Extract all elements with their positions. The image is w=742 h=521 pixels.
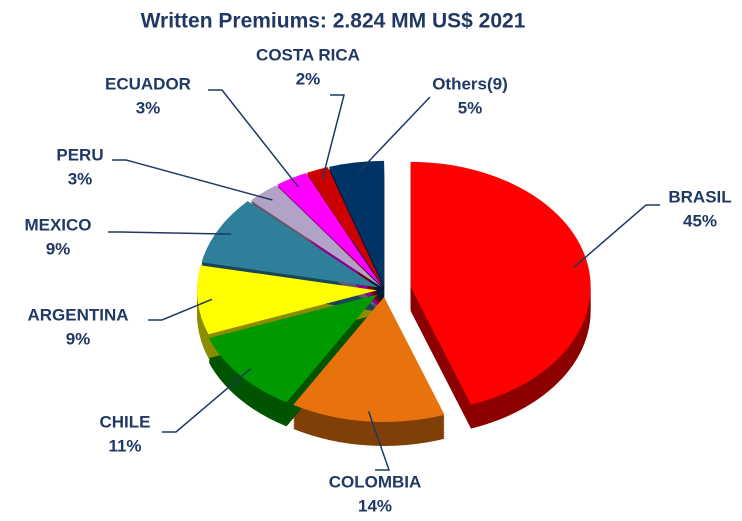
leader-line	[367, 411, 391, 471]
leader-line	[573, 204, 660, 268]
slice	[410, 161, 591, 405]
slice-label: MEXICO	[24, 215, 91, 234]
leader-line	[148, 298, 213, 321]
leader-line	[357, 96, 431, 173]
slice-value-label: 11%	[108, 436, 141, 455]
slice-value-label: 3%	[136, 98, 161, 117]
slice-label: Others(9)	[432, 74, 508, 93]
slice-value-label: 9%	[46, 239, 71, 258]
leader-line	[208, 89, 300, 188]
slice-label: BRASIL	[668, 187, 731, 206]
slice	[208, 294, 378, 403]
slice	[277, 173, 382, 287]
slice-label: COSTA RICA	[256, 45, 360, 64]
slice-value-label: 14%	[358, 496, 392, 515]
slice-value-label: 5%	[458, 98, 483, 117]
slice-value-label: 2%	[296, 69, 321, 88]
slice-value-label: 45%	[683, 211, 717, 230]
slice-label: CHILE	[100, 412, 151, 431]
slice	[197, 265, 378, 335]
leader-line	[162, 368, 252, 433]
slice-value-label: 9%	[66, 329, 91, 348]
slice	[201, 201, 378, 288]
slice-label: ECUADOR	[105, 74, 191, 93]
leader-line	[321, 94, 345, 180]
slice	[250, 185, 382, 287]
slice	[306, 167, 383, 287]
leader-line	[108, 231, 232, 235]
chart-title: Written Premiums: 2.824 MM US$ 2021	[141, 10, 526, 33]
slice-label: ARGENTINA	[27, 305, 128, 324]
slice-label: COLOMBIA	[329, 472, 422, 491]
slices	[197, 160, 591, 422]
slice	[293, 296, 445, 422]
leader-line	[112, 159, 273, 201]
slice-label: PERU	[56, 145, 103, 164]
slice-value-label: 3%	[68, 169, 93, 188]
slice	[328, 160, 385, 286]
